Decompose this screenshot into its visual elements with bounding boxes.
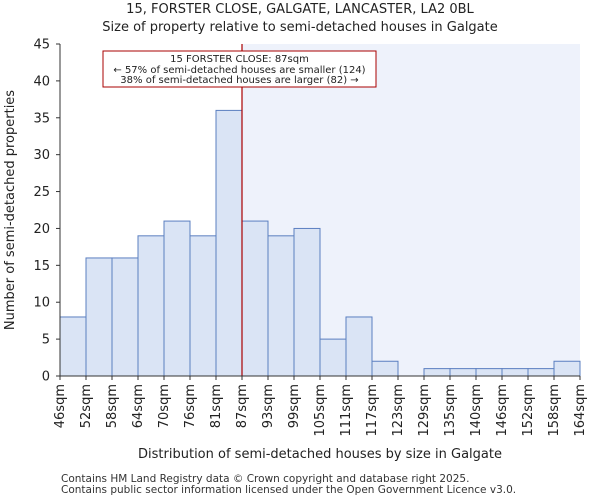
annotation-line-3: 38% of semi-detached houses are larger (…	[120, 75, 358, 86]
x-tick-label: 70sqm	[157, 384, 172, 428]
bar-146sqm	[501, 368, 529, 377]
bar-152sqm	[527, 368, 555, 377]
bar-105sqm	[319, 338, 347, 377]
y-axis-label: Number of semi-detached properties	[3, 90, 18, 330]
bar-99sqm	[293, 227, 321, 377]
x-tick-label: 152sqm	[521, 384, 536, 437]
x-tick-label: 158sqm	[547, 384, 562, 437]
y-tick-label: 25	[33, 185, 50, 200]
chart-subtitle: Size of property relative to semi-detach…	[102, 20, 498, 35]
x-tick-label: 146sqm	[495, 384, 510, 437]
x-tick-label: 117sqm	[365, 384, 380, 437]
bar-158sqm	[553, 360, 581, 377]
x-tick-label: 52sqm	[79, 384, 94, 428]
x-axis-ticks: 46sqm 52sqm 58sqm 64sqm 70sqm 76sqm 81sqm 87sqm…	[53, 376, 588, 437]
x-tick-label: 76sqm	[183, 384, 198, 428]
histogram-chart: 0 5 10 15 20 25 30 35 40 45 46sqm 52sqm 58sqm 64sqm 7…	[3, 38, 588, 463]
x-axis-label: Distribution of semi-detached houses by …	[138, 447, 502, 462]
y-axis-ticks: 0 5 10 15 20 25 30 35 40 45	[33, 38, 60, 385]
annotation-border	[102, 50, 377, 88]
bar-81sqm	[215, 109, 243, 377]
x-tick-label: 99sqm	[287, 384, 302, 428]
bar-58sqm	[111, 257, 139, 377]
x-tick-label: 111sqm	[339, 384, 354, 437]
x-tick-label: 164sqm	[573, 384, 588, 437]
y-tick-label: 0	[42, 370, 50, 385]
x-tick-label: 93sqm	[261, 384, 276, 428]
y-tick-label: 30	[33, 148, 50, 163]
bar-111sqm	[345, 316, 373, 377]
annotation-box: 15 FORSTER CLOSE: 87sqm ← 57% of semi-de…	[102, 50, 377, 88]
x-tick-label: 87sqm	[235, 384, 250, 428]
x-tick-label: 46sqm	[53, 384, 68, 428]
bar-76sqm	[189, 235, 217, 377]
bar-87sqm	[241, 220, 269, 377]
x-tick-label: 123sqm	[391, 384, 406, 437]
x-tick-label: 129sqm	[417, 384, 432, 437]
x-tick-label: 81sqm	[209, 384, 224, 428]
bar-135sqm	[449, 368, 477, 377]
bar-93sqm	[267, 235, 295, 377]
y-tick-label: 15	[33, 259, 50, 274]
chart-title: 15, FORSTER CLOSE, GALGATE, LANCASTER, L…	[126, 2, 474, 17]
bars	[59, 109, 581, 377]
bar-52sqm	[85, 257, 113, 377]
bar-64sqm	[137, 235, 165, 377]
y-tick-label: 35	[33, 111, 50, 126]
bar-70sqm	[163, 220, 191, 377]
x-tick-label: 64sqm	[131, 384, 146, 428]
x-tick-label: 135sqm	[443, 384, 458, 437]
y-tick-label: 20	[33, 222, 50, 237]
annotation-line-1: 15 FORSTER CLOSE: 87sqm	[170, 54, 309, 65]
x-tick-label: 140sqm	[469, 384, 484, 437]
bar-46sqm	[59, 316, 87, 377]
y-tick-label: 45	[33, 38, 50, 53]
bar-140sqm	[475, 368, 503, 377]
bar-129sqm	[423, 368, 451, 377]
bar-117sqm	[371, 360, 399, 377]
x-tick-label: 105sqm	[313, 384, 328, 437]
y-tick-label: 10	[33, 296, 50, 311]
annotation-line-2: ← 57% of semi-detached houses are smalle…	[113, 65, 365, 76]
footer-copyright: Contains HM Land Registry data © Crown c…	[61, 473, 470, 485]
y-tick-label: 40	[33, 74, 50, 89]
footer-licence: Contains public sector information licen…	[61, 484, 517, 496]
y-tick-label: 5	[42, 333, 50, 348]
x-tick-label: 58sqm	[105, 384, 120, 428]
